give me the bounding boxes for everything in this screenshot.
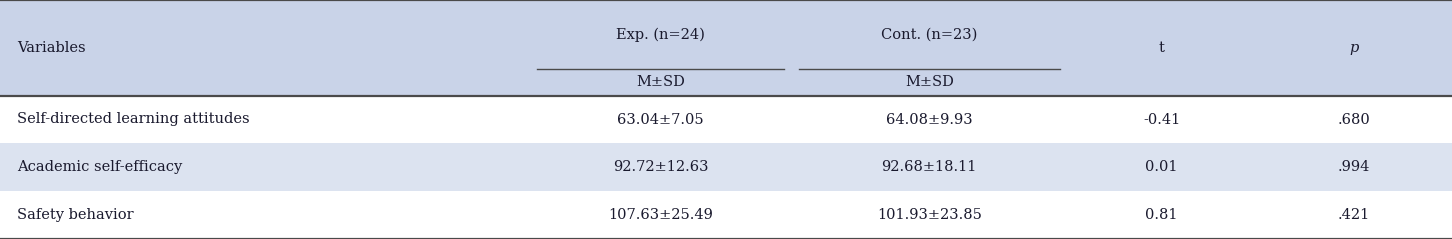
Text: 107.63±25.49: 107.63±25.49 [608, 208, 713, 222]
Text: 101.93±23.85: 101.93±23.85 [877, 208, 982, 222]
Text: 64.08±9.93: 64.08±9.93 [886, 113, 973, 126]
Bar [0, 96, 1452, 143]
Text: p: p [1349, 41, 1359, 55]
Bar [0, 0, 1452, 96]
Text: Self-directed learning attitudes: Self-directed learning attitudes [17, 113, 250, 126]
Text: M±SD: M±SD [636, 76, 685, 89]
Text: Safety behavior: Safety behavior [17, 208, 134, 222]
Text: .680: .680 [1337, 113, 1371, 126]
Text: Variables: Variables [17, 41, 86, 55]
Text: .994: .994 [1337, 160, 1371, 174]
Text: Cont. (n=23): Cont. (n=23) [881, 28, 977, 42]
Text: t: t [1159, 41, 1165, 55]
Text: .421: .421 [1337, 208, 1371, 222]
Text: 92.72±12.63: 92.72±12.63 [613, 160, 709, 174]
Text: 0.81: 0.81 [1146, 208, 1178, 222]
Text: 92.68±18.11: 92.68±18.11 [881, 160, 977, 174]
Bar [0, 143, 1452, 191]
Bar [0, 191, 1452, 239]
Text: Exp. (n=24): Exp. (n=24) [616, 27, 706, 42]
Text: 0.01: 0.01 [1146, 160, 1178, 174]
Text: -0.41: -0.41 [1143, 113, 1180, 126]
Text: M±SD: M±SD [905, 76, 954, 89]
Text: Academic self-efficacy: Academic self-efficacy [17, 160, 183, 174]
Text: 63.04±7.05: 63.04±7.05 [617, 113, 704, 126]
